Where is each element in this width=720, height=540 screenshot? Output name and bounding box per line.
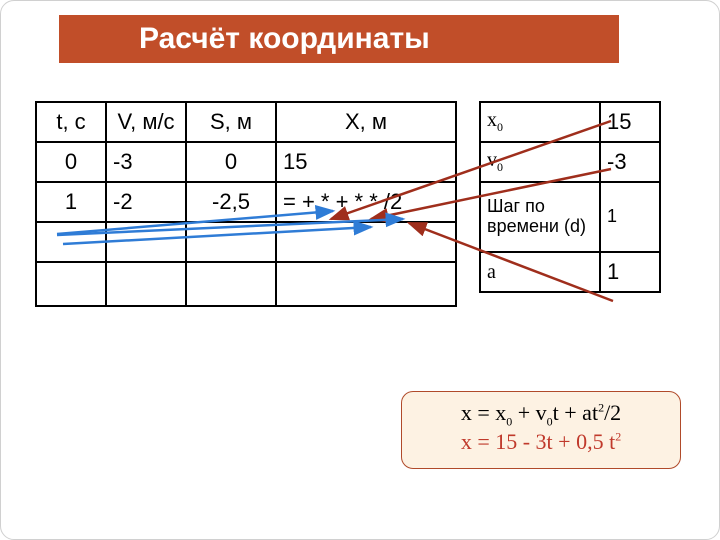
- params-table: x0 15 v0 -3 Шаг по времени (d) 1 a 1: [479, 101, 661, 293]
- main-table: t, с V, м/с S, м X, м 0 -3 0 15 1 -2 -2,…: [35, 101, 457, 307]
- formula-general: x = x0 + v0t + at2/2: [402, 400, 680, 429]
- col-header-s: S, м: [186, 102, 276, 142]
- col-header-x: X, м: [276, 102, 456, 142]
- slide-title: Расчёт координаты: [59, 15, 619, 63]
- param-value-a: 1: [600, 252, 660, 292]
- param-label-v0: v0: [480, 142, 600, 182]
- table-row: [36, 262, 456, 306]
- param-value-v0: -3: [600, 142, 660, 182]
- formula-box: x = x0 + v0t + at2/2 x = 15 - 3t + 0,5 t…: [401, 391, 681, 469]
- slide-root: Расчёт координаты t, с V, м/с S, м X, м …: [0, 0, 720, 540]
- col-header-t: t, с: [36, 102, 106, 142]
- param-row: v0 -3: [480, 142, 660, 182]
- table-row: 1 -2 -2,5 = + * + * * /2: [36, 182, 456, 222]
- param-value-x0: 15: [600, 102, 660, 142]
- table-row: [36, 222, 456, 262]
- table-row: 0 -3 0 15: [36, 142, 456, 182]
- param-label-a: a: [480, 252, 600, 292]
- formula-numeric: x = 15 - 3t + 0,5 t2: [402, 429, 680, 455]
- table-header-row: t, с V, м/с S, м X, м: [36, 102, 456, 142]
- param-row: a 1: [480, 252, 660, 292]
- param-row: x0 15: [480, 102, 660, 142]
- param-label-step: Шаг по времени (d): [480, 182, 600, 252]
- param-label-x0: x0: [480, 102, 600, 142]
- param-row: Шаг по времени (d) 1: [480, 182, 660, 252]
- param-value-step: 1: [600, 182, 660, 252]
- col-header-v: V, м/с: [106, 102, 186, 142]
